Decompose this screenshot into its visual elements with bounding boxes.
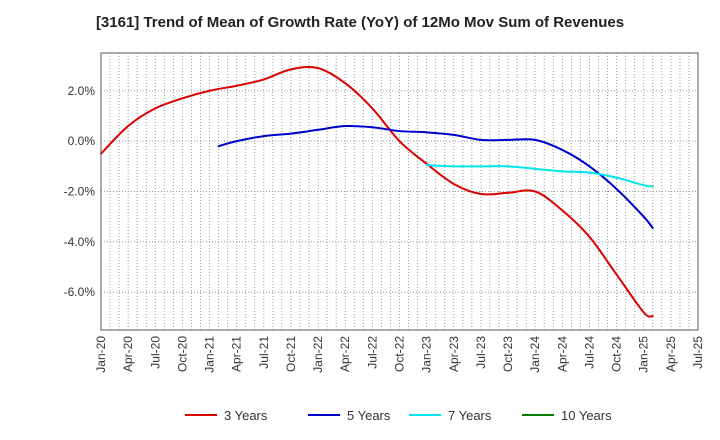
x-tick-label: Jul-21 xyxy=(257,336,271,369)
legend-label-3-years: 3 Years xyxy=(224,408,268,423)
x-tick-label: Jan-20 xyxy=(94,336,108,373)
x-tick-label: Jan-21 xyxy=(203,336,217,373)
x-axis-ticks: Jan-20 Apr-20 Jul-20 Oct-20 Jan-21 Apr-21 Jul-… xyxy=(94,336,705,373)
grid-layer xyxy=(101,53,698,330)
x-tick-label: Oct-24 xyxy=(610,336,624,372)
x-tick-label: Jan-23 xyxy=(420,336,434,373)
x-tick-label: Apr-21 xyxy=(230,336,244,372)
legend: 3 Years 5 Years 7 Years 10 Years xyxy=(185,408,612,423)
x-tick-label: Jul-20 xyxy=(148,336,162,369)
series-line-3-years xyxy=(100,65,654,318)
y-tick-label: -4.0% xyxy=(64,235,96,249)
x-tick-label: Apr-24 xyxy=(555,336,569,372)
plot-frame xyxy=(100,52,699,331)
chart-title: [3161] Trend of Mean of Growth Rate (YoY… xyxy=(95,14,625,31)
x-tick-label: Apr-25 xyxy=(664,336,678,372)
x-tick-label: Jan-24 xyxy=(528,336,542,373)
x-tick-label: Oct-23 xyxy=(501,336,515,372)
x-tick-label: Apr-23 xyxy=(447,336,461,372)
x-tick-label: Oct-20 xyxy=(175,336,189,372)
series-line-5-years xyxy=(217,124,654,230)
y-tick-label: 0.0% xyxy=(68,134,96,148)
x-tick-label: Apr-20 xyxy=(121,336,135,372)
legend-label-5-years: 5 Years xyxy=(347,408,391,423)
y-tick-label: -6.0% xyxy=(64,285,96,299)
x-tick-label: Jul-24 xyxy=(582,336,596,369)
legend-label-10-years: 10 Years xyxy=(561,408,612,423)
x-tick-label: Jul-25 xyxy=(691,336,705,369)
x-tick-label: Oct-21 xyxy=(284,336,298,372)
series-layer xyxy=(100,65,654,318)
y-tick-label: 2.0% xyxy=(68,84,96,98)
y-tick-label: -2.0% xyxy=(64,185,96,199)
y-axis-ticks: 2.0% 0.0% -2.0% -4.0% -6.0% xyxy=(64,84,96,299)
x-tick-label: Jul-23 xyxy=(474,336,488,369)
series-line-7-years xyxy=(425,164,654,188)
x-tick-label: Jul-22 xyxy=(365,336,379,369)
legend-label-7-years: 7 Years xyxy=(448,408,492,423)
x-tick-label: Oct-22 xyxy=(393,336,407,372)
x-tick-label: Apr-22 xyxy=(338,336,352,372)
x-tick-label: Jan-22 xyxy=(311,336,325,373)
x-tick-label: Jan-25 xyxy=(637,336,651,373)
